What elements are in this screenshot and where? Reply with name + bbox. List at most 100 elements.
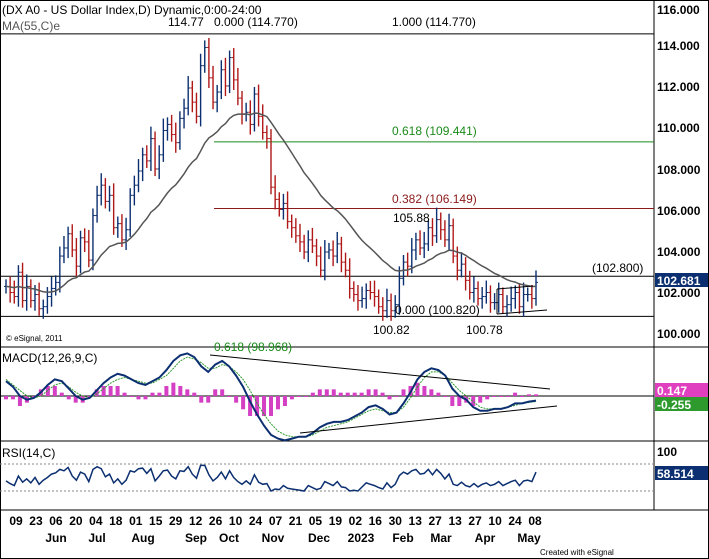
macd-histogram-bar bbox=[52, 386, 57, 396]
price-tick: 104.000 bbox=[657, 245, 701, 259]
macd-histogram-bar bbox=[17, 396, 22, 406]
macd-histogram-bar bbox=[115, 386, 120, 396]
macd-histogram-bar bbox=[241, 396, 246, 410]
time-axis-day-label: 18 bbox=[109, 514, 123, 528]
time-axis-month-label: Aug bbox=[131, 531, 154, 545]
time-axis-day-label: 01 bbox=[129, 514, 143, 528]
triangle-lower bbox=[496, 309, 548, 315]
macd-histogram-bar bbox=[10, 396, 15, 400]
macd-histogram-bar bbox=[185, 389, 190, 396]
price-bars bbox=[4, 37, 538, 321]
time-axis-day-label: 10 bbox=[488, 514, 502, 528]
fib-000-label: 0.000 (100.820) bbox=[395, 303, 480, 317]
time-axis-month-label: May bbox=[517, 531, 541, 545]
macd-histogram-bar bbox=[359, 392, 364, 396]
macd-histogram-bar bbox=[352, 392, 357, 396]
macd-histogram-bar bbox=[534, 394, 538, 396]
macd-histogram-bar bbox=[66, 396, 71, 400]
time-axis-month-label: Jun bbox=[45, 531, 66, 545]
macd-histogram-bar bbox=[227, 396, 232, 397]
macd-histogram-bar bbox=[345, 392, 350, 396]
macd-histogram-bar bbox=[415, 382, 420, 396]
time-axis-day-label: 13 bbox=[448, 514, 462, 528]
price-tick: 114.000 bbox=[657, 39, 700, 53]
time-axis-day-label: 10 bbox=[229, 514, 243, 528]
time-axis-month-label: Sep bbox=[185, 531, 207, 545]
triangle-pattern bbox=[496, 285, 548, 315]
macd-histogram-bar bbox=[136, 396, 141, 400]
macd-histogram-bar bbox=[101, 386, 106, 396]
macd-badge-2-bg bbox=[655, 397, 708, 411]
macd-histogram-bar bbox=[506, 396, 511, 397]
macd-histogram-bar bbox=[296, 396, 301, 397]
macd-histogram-bar bbox=[108, 386, 113, 396]
time-axis-day-label: 06 bbox=[49, 514, 63, 528]
chart-header: (DX A0 - US Dollar Index,D) Dynamic,0:00… bbox=[2, 3, 262, 17]
macd-histogram-bar bbox=[199, 396, 204, 403]
macd-histogram-bar bbox=[485, 396, 490, 400]
macd-histogram-bar bbox=[269, 396, 273, 416]
macd-histogram-bar bbox=[31, 396, 36, 397]
time-axis-day-label: 23 bbox=[29, 514, 43, 528]
hidden-fib-label: 0.618 (98.968) bbox=[214, 340, 292, 354]
macd-histogram-bar bbox=[94, 389, 99, 396]
time-axis-day-label: 27 bbox=[468, 514, 482, 528]
time-axis-months: Jun Jul Aug Sep Oct Nov Dec 2023 Feb Mar Apr May bbox=[45, 531, 541, 545]
macd-histogram-bar bbox=[220, 389, 225, 396]
rsi-line bbox=[5, 464, 537, 492]
macd-histogram-bar bbox=[436, 392, 441, 396]
macd-label: MACD(12,26,9,C) bbox=[2, 351, 97, 365]
macd-histogram-bar bbox=[206, 396, 211, 403]
time-axis-day-label: 21 bbox=[289, 514, 303, 528]
horizontal-levels bbox=[0, 33, 654, 317]
macd-histogram-bar bbox=[157, 392, 162, 396]
rsi-axis-tick: 100 bbox=[657, 445, 677, 459]
annotation-high-value: 114.77 bbox=[168, 15, 204, 29]
macd-histogram-bar bbox=[366, 389, 371, 396]
time-axis-day-label: 02 bbox=[349, 514, 363, 528]
macd-badge-1-bg bbox=[655, 383, 708, 397]
time-axis-day-label: 27 bbox=[429, 514, 443, 528]
macd-histogram-bar bbox=[150, 392, 155, 396]
macd-histogram-bar bbox=[373, 389, 378, 396]
time-axis-day-label: 13 bbox=[409, 514, 423, 528]
time-axis-month-label: Mar bbox=[430, 531, 452, 545]
macd-badge-2: -0.255 bbox=[657, 398, 691, 412]
macd-line bbox=[5, 352, 537, 442]
time-axis-day-label: 15 bbox=[149, 514, 163, 528]
macd-histogram-bar bbox=[262, 396, 267, 416]
time-axis-month-label: Jul bbox=[88, 531, 105, 545]
macd-histogram-bar bbox=[520, 396, 525, 397]
macd-histogram-bar bbox=[324, 389, 329, 396]
time-axis-month-label: Dec bbox=[308, 531, 330, 545]
macd-histogram-bar bbox=[164, 386, 169, 396]
resistance-label: (102.800) bbox=[592, 261, 643, 275]
macd-histogram-bar bbox=[422, 386, 427, 396]
macd-histogram-bar bbox=[401, 389, 406, 396]
macd-trendline-lower bbox=[299, 405, 558, 434]
time-axis-month-label: Apr bbox=[475, 531, 496, 545]
macd-histogram-bar bbox=[513, 392, 518, 396]
ma-label: MA(55,C)e bbox=[2, 19, 60, 33]
macd-histogram-bar bbox=[457, 396, 462, 406]
time-axis-month-label: Oct bbox=[219, 531, 239, 545]
macd-histogram-bar bbox=[73, 396, 78, 403]
macd-histogram-bar bbox=[234, 396, 239, 403]
macd-histogram-bar bbox=[387, 396, 392, 400]
macd-badge-1: 0.147 bbox=[657, 384, 687, 398]
macd-histogram-bar bbox=[275, 396, 280, 410]
macd-histogram-bar bbox=[178, 386, 183, 396]
macd-histogram-bar bbox=[492, 396, 497, 397]
time-axis-day-label: 08 bbox=[528, 514, 542, 528]
macd-histogram-bar bbox=[471, 396, 476, 406]
annotation-low-1: 100.82 bbox=[373, 323, 410, 337]
time-axis-day-label: 24 bbox=[249, 514, 263, 528]
macd-histogram-bar bbox=[394, 396, 399, 397]
rsi-badge: 58.514 bbox=[657, 467, 694, 481]
macd-histogram-bar bbox=[192, 392, 197, 396]
fib-1000-label: 1.000 (114.770) bbox=[392, 15, 476, 29]
macd-histogram-bar bbox=[317, 389, 322, 396]
fib-382-label: 0.382 (106.149) bbox=[392, 192, 477, 206]
